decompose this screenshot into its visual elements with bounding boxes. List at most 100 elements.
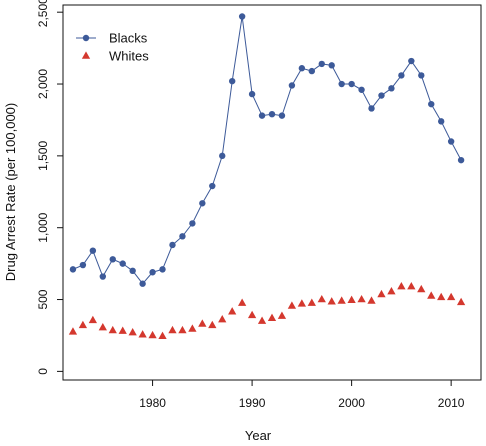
point-whites-1973 bbox=[78, 320, 88, 329]
point-blacks-1972 bbox=[69, 266, 77, 273]
point-blacks-1976 bbox=[109, 256, 116, 263]
point-whites-1977 bbox=[118, 326, 127, 334]
point-whites-1985 bbox=[198, 319, 207, 327]
point-blacks-2004 bbox=[388, 85, 395, 92]
legend-label-blacks: Blacks bbox=[109, 31, 148, 46]
point-blacks-1985 bbox=[199, 200, 206, 207]
legend-label-whites: Whites bbox=[109, 49, 149, 64]
point-whites-1975 bbox=[98, 322, 107, 331]
point-whites-1986 bbox=[208, 320, 217, 329]
point-whites-1991 bbox=[257, 316, 267, 324]
point-whites-1999 bbox=[337, 296, 346, 304]
point-whites-1976 bbox=[108, 325, 117, 334]
point-blacks-1992 bbox=[268, 110, 276, 118]
y-axis-title: Drug Arrest Rate (per 100,000) bbox=[3, 103, 18, 281]
point-blacks-2000 bbox=[348, 80, 355, 88]
point-whites-2003 bbox=[377, 289, 386, 298]
point-blacks-1977 bbox=[119, 260, 126, 267]
x-tick-label-2000: 2000 bbox=[338, 396, 365, 410]
y-axis: 0 500 1,000 1,500 2,000 2,500 bbox=[36, 0, 63, 375]
point-whites-2009 bbox=[437, 292, 446, 301]
x-tick-label-1990: 1990 bbox=[239, 396, 266, 410]
point-whites-1974 bbox=[88, 315, 97, 324]
point-whites-1990 bbox=[247, 310, 257, 319]
point-whites-1993 bbox=[277, 311, 287, 319]
point-whites-2008 bbox=[427, 291, 436, 299]
point-blacks-1983 bbox=[179, 233, 186, 240]
point-whites-2011 bbox=[456, 297, 466, 306]
point-blacks-1973 bbox=[79, 261, 87, 269]
point-blacks-1995 bbox=[298, 65, 306, 72]
point-whites-1987 bbox=[218, 315, 227, 323]
series-layer bbox=[68, 13, 466, 339]
series-line-blacks bbox=[72, 16, 462, 285]
point-whites-2010 bbox=[447, 292, 456, 301]
point-whites-1995 bbox=[297, 299, 306, 307]
point-whites-1992 bbox=[267, 313, 277, 321]
y-tick-label-0: 0 bbox=[36, 368, 50, 375]
point-blacks-1998 bbox=[328, 62, 335, 69]
y-tick-label-1500: 1,500 bbox=[36, 141, 50, 171]
point-whites-1978 bbox=[128, 327, 137, 336]
point-whites-2004 bbox=[387, 287, 396, 295]
point-whites-1972 bbox=[68, 327, 78, 335]
y-tick-label-500: 500 bbox=[36, 289, 50, 309]
point-whites-1994 bbox=[287, 301, 297, 309]
point-whites-2007 bbox=[417, 284, 426, 293]
point-blacks-2003 bbox=[378, 92, 385, 99]
series-whites bbox=[68, 282, 466, 339]
legend: Blacks Whites bbox=[76, 31, 149, 64]
point-whites-1989 bbox=[238, 298, 247, 306]
point-whites-2002 bbox=[367, 296, 376, 304]
point-whites-2001 bbox=[357, 294, 366, 303]
point-blacks-1993 bbox=[278, 112, 286, 119]
point-whites-1997 bbox=[317, 294, 326, 303]
point-blacks-1975 bbox=[99, 273, 107, 280]
point-blacks-1980 bbox=[149, 269, 156, 276]
point-blacks-1988 bbox=[228, 77, 236, 85]
point-whites-1980 bbox=[148, 330, 157, 339]
point-whites-1983 bbox=[178, 325, 187, 334]
series-blacks bbox=[69, 13, 465, 287]
point-blacks-1978 bbox=[129, 267, 136, 275]
point-whites-1979 bbox=[138, 330, 147, 338]
x-axis: 1980 1990 2000 2010 bbox=[139, 380, 465, 410]
y-tick-label-1000: 1,000 bbox=[36, 212, 50, 242]
point-blacks-1974 bbox=[89, 247, 97, 254]
legend-marker-whites bbox=[81, 51, 91, 59]
point-blacks-1990 bbox=[248, 90, 256, 98]
point-blacks-1979 bbox=[139, 280, 146, 287]
point-whites-2005 bbox=[397, 282, 406, 290]
point-whites-1998 bbox=[327, 297, 336, 305]
point-blacks-1989 bbox=[238, 13, 246, 20]
point-whites-1996 bbox=[307, 298, 316, 306]
plot-frame bbox=[62, 4, 482, 381]
point-blacks-1986 bbox=[209, 182, 216, 190]
point-whites-1984 bbox=[188, 324, 197, 332]
point-blacks-2005 bbox=[398, 72, 405, 79]
point-blacks-2009 bbox=[437, 118, 445, 125]
point-whites-2000 bbox=[347, 295, 356, 304]
point-blacks-2001 bbox=[358, 86, 365, 93]
point-blacks-1984 bbox=[189, 220, 196, 227]
x-axis-title: Year bbox=[245, 428, 272, 443]
point-blacks-1997 bbox=[318, 60, 325, 68]
x-tick-label-1980: 1980 bbox=[139, 396, 166, 410]
point-blacks-1999 bbox=[338, 80, 345, 88]
point-blacks-1994 bbox=[288, 82, 296, 89]
point-blacks-1981 bbox=[159, 266, 166, 273]
point-whites-1988 bbox=[228, 307, 237, 315]
x-tick-label-2010: 2010 bbox=[438, 396, 465, 410]
point-blacks-1987 bbox=[219, 152, 226, 160]
point-blacks-2002 bbox=[368, 105, 375, 112]
point-blacks-1982 bbox=[169, 241, 176, 249]
point-whites-1982 bbox=[168, 325, 177, 334]
point-blacks-2007 bbox=[418, 72, 425, 79]
legend-marker-blacks bbox=[82, 34, 90, 42]
point-blacks-2008 bbox=[428, 100, 435, 108]
point-blacks-2006 bbox=[408, 57, 415, 65]
point-blacks-1996 bbox=[308, 67, 316, 75]
y-tick-label-2500: 2,500 bbox=[36, 0, 50, 27]
point-blacks-2010 bbox=[447, 138, 455, 145]
